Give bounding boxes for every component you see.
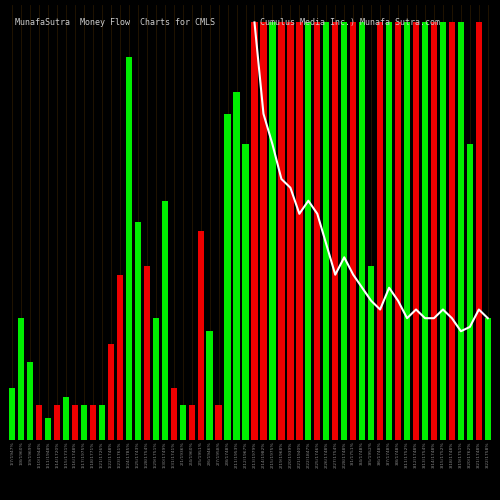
Bar — [252, 22, 258, 440]
Bar — [188, 405, 195, 440]
Bar — [260, 22, 266, 440]
Bar — [458, 22, 464, 440]
Bar — [116, 274, 123, 440]
Bar — [323, 22, 330, 440]
Bar — [81, 405, 87, 440]
Bar — [45, 418, 51, 440]
Bar — [404, 22, 410, 440]
Bar — [341, 22, 347, 440]
Bar — [198, 231, 204, 440]
Bar — [9, 388, 16, 440]
Bar — [126, 57, 132, 440]
Bar — [305, 22, 312, 440]
Bar — [27, 362, 34, 440]
Bar — [476, 22, 482, 440]
Bar — [134, 222, 141, 440]
Text: MunafaSutra  Money Flow  Charts for CMLS: MunafaSutra Money Flow Charts for CMLS — [15, 18, 215, 27]
Bar — [72, 405, 78, 440]
Bar — [170, 388, 177, 440]
Bar — [180, 405, 186, 440]
Bar — [395, 22, 401, 440]
Bar — [314, 22, 320, 440]
Bar — [422, 22, 428, 440]
Bar — [359, 22, 366, 440]
Bar — [332, 22, 338, 440]
Bar — [152, 318, 159, 440]
Bar — [296, 22, 302, 440]
Bar — [484, 318, 491, 440]
Bar — [413, 22, 419, 440]
Bar — [368, 266, 374, 440]
Bar — [162, 200, 168, 440]
Bar — [63, 396, 69, 440]
Bar — [54, 405, 60, 440]
Bar — [36, 405, 42, 440]
Bar — [350, 22, 356, 440]
Bar — [234, 92, 239, 440]
Bar — [90, 405, 96, 440]
Bar — [242, 144, 248, 440]
Bar — [206, 331, 213, 440]
Bar — [287, 22, 294, 440]
Bar — [431, 22, 437, 440]
Bar — [216, 405, 222, 440]
Bar — [270, 22, 276, 440]
Text: Cumulus Media Inc.) Munafa Sutra.com: Cumulus Media Inc.) Munafa Sutra.com — [260, 18, 440, 27]
Bar — [18, 318, 25, 440]
Bar — [278, 22, 284, 440]
Bar — [224, 114, 230, 440]
Bar — [377, 22, 384, 440]
Bar — [440, 22, 446, 440]
Bar — [99, 405, 105, 440]
Bar — [108, 344, 114, 440]
Bar — [449, 22, 455, 440]
Bar — [144, 266, 150, 440]
Bar — [466, 144, 473, 440]
Bar — [386, 22, 392, 440]
